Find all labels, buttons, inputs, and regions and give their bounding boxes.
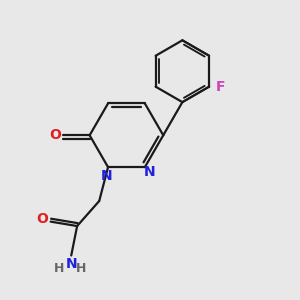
Text: O: O — [49, 128, 61, 142]
Text: H: H — [54, 262, 64, 275]
Text: N: N — [101, 169, 112, 183]
Text: N: N — [143, 165, 155, 178]
Text: H: H — [76, 262, 86, 275]
Text: F: F — [216, 80, 225, 94]
Text: N: N — [65, 257, 77, 271]
Text: O: O — [36, 212, 48, 226]
